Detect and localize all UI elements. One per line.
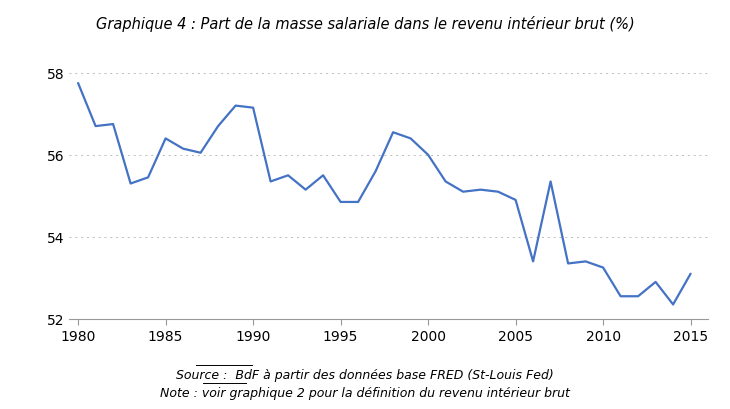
Text: Source :  BdF à partir des données base FRED (St-Louis Fed): Source : BdF à partir des données base F… (176, 368, 554, 381)
Text: Graphique 4 : Part de la masse salariale dans le revenu intérieur brut (%): Graphique 4 : Part de la masse salariale… (96, 16, 634, 32)
Text: Note : voir graphique 2 pour la définition du revenu intérieur brut: Note : voir graphique 2 pour la définiti… (160, 387, 570, 400)
